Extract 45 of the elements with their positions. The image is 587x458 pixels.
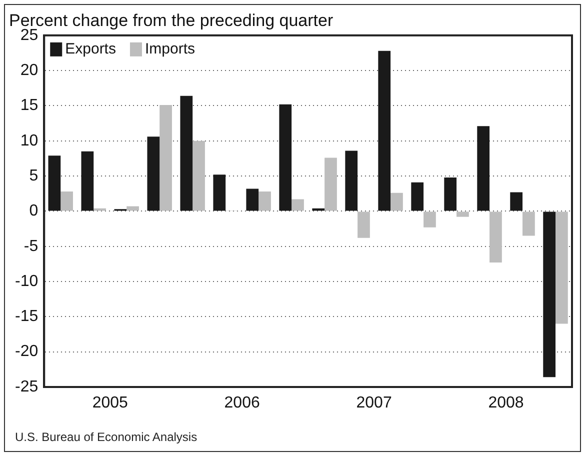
bar: [48, 156, 61, 211]
bar: [477, 126, 490, 211]
bar: [147, 136, 160, 211]
bar: [160, 105, 172, 211]
y-tick-label: -25: [15, 378, 38, 396]
y-tick-label: -10: [15, 272, 38, 290]
text: U.S. Bureau of Economic Analysis: [15, 430, 198, 444]
bar: [180, 96, 193, 211]
bar: [213, 174, 226, 211]
y-tick-label: 20: [20, 62, 38, 79]
bar: [292, 199, 304, 211]
y-tick-label: 5: [29, 167, 38, 184]
bar: [258, 192, 271, 211]
bar: [378, 50, 391, 211]
bar: [411, 182, 424, 211]
y-tick-label: -15: [15, 308, 38, 326]
bar: [510, 192, 523, 211]
bar: [345, 150, 358, 211]
bar: [424, 212, 436, 228]
y-tick-label: 10: [20, 132, 38, 150]
text: 2005: [92, 394, 128, 412]
text: 2008: [488, 394, 524, 412]
bar: [246, 188, 259, 211]
y-tick-label: 15: [20, 97, 38, 114]
bar: [556, 212, 568, 324]
bar: [192, 140, 205, 211]
legend-label: Imports: [144, 40, 195, 58]
text: 2007: [356, 394, 392, 412]
bar: [522, 212, 535, 236]
text: 2006: [224, 394, 260, 412]
bar: [390, 192, 403, 211]
y-tick-label: -20: [15, 343, 38, 360]
legend-label: Exports: [65, 40, 116, 58]
bar: [60, 192, 73, 211]
bar: [279, 104, 292, 211]
y-tick-label: 0: [29, 202, 38, 220]
bar: [456, 212, 469, 217]
bar: [81, 151, 94, 211]
bar: [490, 212, 502, 263]
bar: [324, 158, 337, 211]
bar: [358, 212, 370, 238]
bar: [543, 212, 556, 378]
y-tick-label: -5: [24, 238, 38, 255]
bar: [444, 177, 457, 211]
bar: [126, 206, 139, 211]
